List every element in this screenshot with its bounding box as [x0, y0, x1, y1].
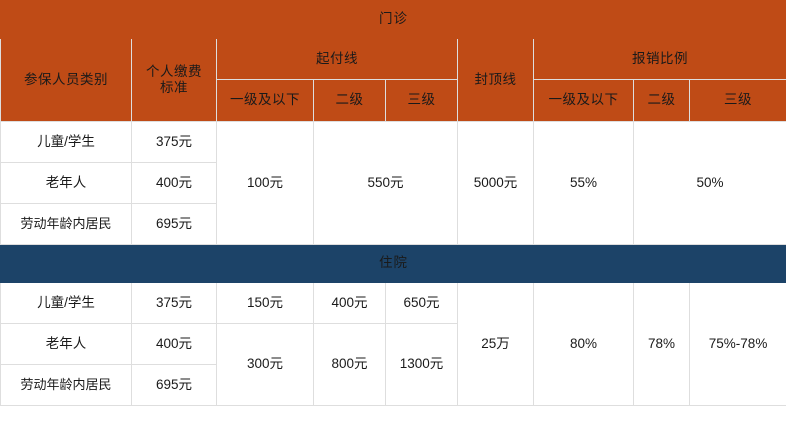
header-deductible-level2-outpatient: 二级: [314, 80, 386, 122]
header-row-group-outpatient: 参保人员类别 个人缴费 标准 起付线 封顶线 报销比例: [1, 39, 786, 80]
cell-cap-merged: 25万: [458, 283, 534, 406]
cell-reimburse-level2-merged: 78%: [634, 283, 690, 406]
cell-category: 儿童/学生: [1, 283, 132, 324]
cell-deductible-level23-merged: 550元: [314, 122, 458, 245]
cell-deductible-level2: 400元: [314, 283, 386, 324]
cell-personal-fee: 695元: [132, 365, 217, 406]
cell-category: 劳动年龄内居民: [1, 204, 132, 245]
header-deductible-level1-outpatient: 一级及以下: [217, 80, 314, 122]
cell-personal-fee: 375元: [132, 122, 217, 163]
cell-personal-fee: 375元: [132, 283, 217, 324]
header-personal-fee-line2: 标准: [160, 80, 188, 95]
header-category: 参保人员类别: [1, 39, 132, 122]
header-deductible-level3-outpatient: 三级: [386, 80, 458, 122]
cell-deductible-level1-merged: 100元: [217, 122, 314, 245]
header-personal-fee-line1: 个人缴费: [146, 64, 202, 79]
cell-deductible-level3-merged: 1300元: [386, 324, 458, 406]
cell-reimburse-level23-merged: 50%: [634, 122, 786, 245]
insurance-benefits-table: 门诊 参保人员类别 个人缴费 标准 起付线 封顶线 报销比例 一级及以下 二级 …: [0, 0, 786, 406]
cell-reimburse-level3-merged: 75%-78%: [690, 283, 786, 406]
cell-cap-merged: 5000元: [458, 122, 534, 245]
cell-reimburse-level1-merged: 80%: [534, 283, 634, 406]
cell-personal-fee: 695元: [132, 204, 217, 245]
cell-deductible-level1: 150元: [217, 283, 314, 324]
header-personal-fee: 个人缴费 标准: [132, 39, 217, 122]
cell-category: 老年人: [1, 324, 132, 365]
header-deductible-group-outpatient: 起付线: [217, 39, 458, 80]
section-title-outpatient: 门诊: [1, 1, 786, 39]
cell-category: 儿童/学生: [1, 122, 132, 163]
bottom-spacer: [0, 406, 786, 422]
section-title-inpatient: 住院: [1, 245, 786, 283]
cell-personal-fee: 400元: [132, 324, 217, 365]
cell-deductible-level3: 650元: [386, 283, 458, 324]
section-title-row-outpatient: 门诊: [1, 1, 786, 39]
section-title-row-inpatient: 住院: [1, 245, 786, 283]
cell-deductible-level1-merged: 300元: [217, 324, 314, 406]
cell-deductible-level2-merged: 800元: [314, 324, 386, 406]
header-reimburse-level3-outpatient: 三级: [690, 80, 786, 122]
table-row: 儿童/学生 375元 100元 550元 5000元 55% 50%: [1, 122, 786, 163]
header-cap-outpatient: 封顶线: [458, 39, 534, 122]
table-row: 儿童/学生 375元 150元 400元 650元 25万 80% 78% 75…: [1, 283, 786, 324]
cell-category: 老年人: [1, 163, 132, 204]
header-reimburse-level2-outpatient: 二级: [634, 80, 690, 122]
cell-category: 劳动年龄内居民: [1, 365, 132, 406]
header-reimburse-group-outpatient: 报销比例: [534, 39, 786, 80]
cell-personal-fee: 400元: [132, 163, 217, 204]
header-reimburse-level1-outpatient: 一级及以下: [534, 80, 634, 122]
cell-reimburse-level1-merged: 55%: [534, 122, 634, 245]
